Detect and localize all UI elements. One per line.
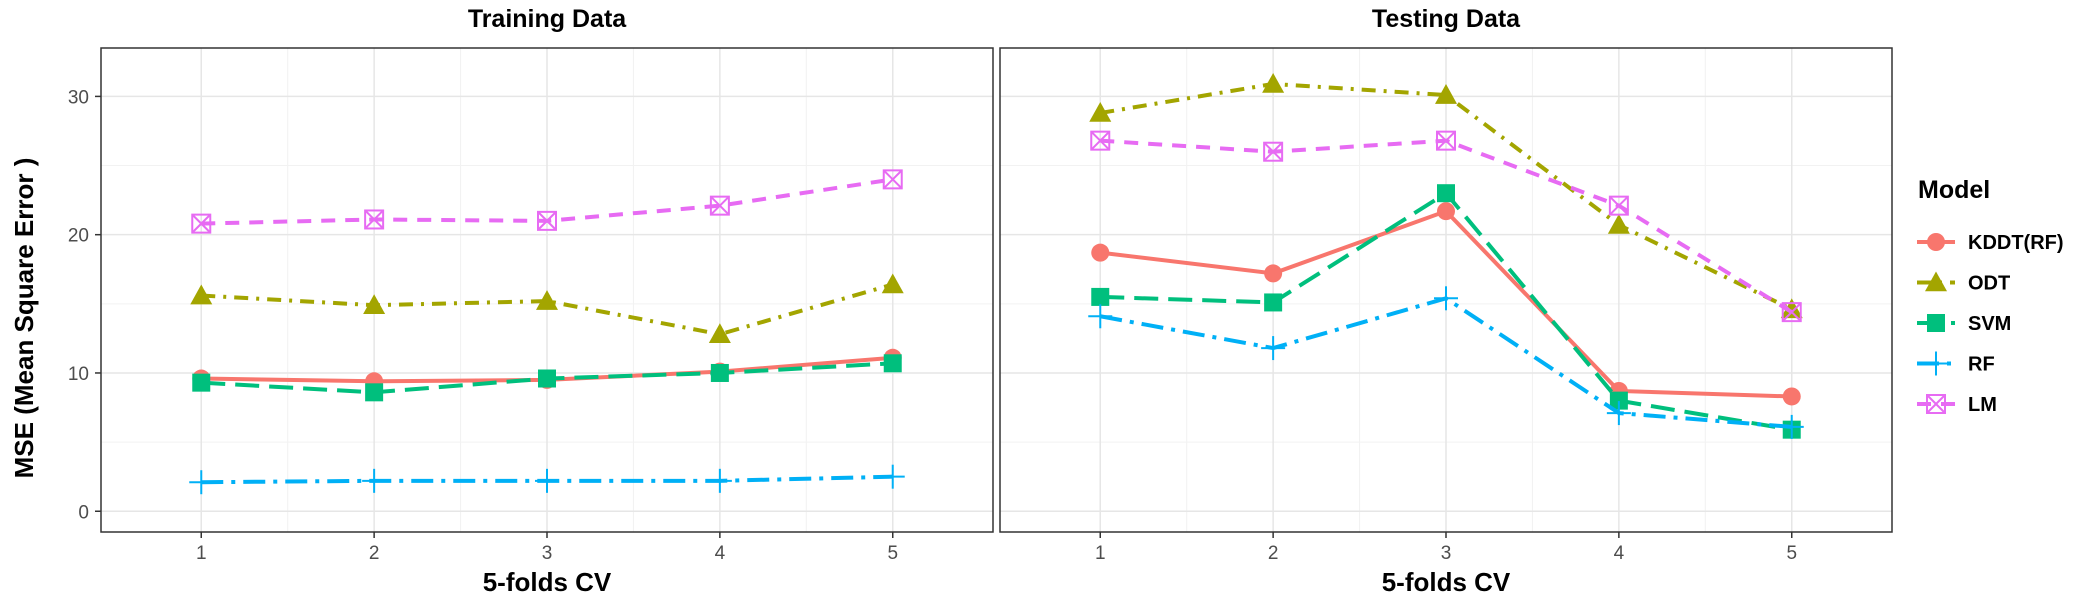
data-point: [1436, 130, 1456, 151]
data-point: [1091, 243, 1110, 262]
data-point: [1264, 293, 1283, 312]
data-point: [882, 169, 903, 190]
series-odt: [1089, 72, 1803, 319]
y-tick-label: 20: [68, 226, 89, 247]
series-odt: [190, 273, 904, 344]
data-point: [192, 373, 211, 392]
legend-title: Model: [1918, 176, 1990, 204]
x-tick-label: 3: [1441, 543, 1452, 564]
x-axis-title: 5-folds CV: [483, 567, 612, 597]
legend-label: LM: [1968, 394, 1997, 416]
x-tick-label: 1: [1095, 543, 1106, 564]
x-axis: 1 2 3 4 5: [196, 532, 898, 564]
legend-key-marker: [1925, 271, 1947, 292]
data-point: [1437, 184, 1455, 203]
data-point: [1261, 336, 1286, 361]
legend-item-kddt-rf: KDDT(RF): [1917, 232, 2064, 254]
y-tick-label: 30: [68, 87, 89, 108]
data-point: [535, 468, 559, 493]
x-tick-label: 5: [887, 543, 898, 564]
x-tick-label: 1: [196, 543, 207, 564]
series-line: [1099, 81, 1793, 312]
data-point: [1606, 401, 1631, 426]
data-point: [1609, 391, 1628, 410]
data-point: [881, 273, 904, 294]
series-rf: [1088, 286, 1804, 439]
data-point: [1091, 287, 1110, 306]
x-tick-label: 4: [715, 543, 726, 564]
x-axis: 1 2 3 4 5: [1095, 532, 1797, 564]
data-point: [190, 284, 213, 305]
x-tick-label: 3: [542, 543, 553, 564]
data-point: [708, 323, 731, 344]
series-lm: [1090, 130, 1802, 323]
data-point: [1090, 130, 1111, 151]
data-point: [536, 290, 558, 310]
data-point: [363, 294, 386, 315]
x-tick-label: 5: [1786, 543, 1797, 564]
legend-key-marker: [1927, 233, 1945, 251]
data-point: [1264, 264, 1283, 283]
x-tick-label: 4: [1614, 543, 1625, 564]
data-point: [537, 210, 557, 231]
legend-key-marker: [1924, 351, 1948, 376]
legend-item-svm: SVM: [1917, 313, 2011, 335]
data-point: [1437, 202, 1455, 221]
panel-title: Training Data: [468, 5, 627, 33]
legend-label: RF: [1968, 354, 1995, 376]
data-point: [1263, 141, 1284, 162]
data-point: [880, 464, 905, 489]
data-point: [1607, 214, 1630, 234]
data-point: [1262, 72, 1285, 93]
data-point: [1780, 298, 1803, 319]
data-point: [709, 195, 730, 216]
legend: Model KDDT(RF) ODT SVM RF LM: [1917, 176, 2064, 416]
x-tick-label: 2: [369, 543, 380, 564]
series-rf: [189, 464, 905, 495]
legend-label: ODT: [1968, 273, 2010, 295]
legend-key-marker: [1926, 394, 1946, 414]
data-point: [710, 363, 729, 382]
panel-title: Testing Data: [1372, 5, 1521, 33]
legend-item-lm: LM: [1917, 394, 1997, 416]
panel-training-data: Training Data 1 2 3 4 5 5-folds CV 0 10 20 30: [68, 5, 994, 597]
series-kddt-rf: [1091, 202, 1801, 406]
x-axis-title: 5-folds CV: [1382, 567, 1511, 597]
data-point: [1781, 302, 1802, 323]
data-point: [883, 354, 902, 373]
data-point: [1435, 84, 1457, 104]
y-tick-label: 0: [78, 502, 89, 523]
data-point: [191, 213, 212, 234]
data-point: [538, 369, 556, 388]
legend-label: KDDT(RF): [1968, 232, 2064, 254]
y-axis: 0 10 20 30: [68, 87, 101, 523]
data-point: [707, 468, 732, 493]
data-point: [1089, 101, 1112, 122]
series-svm: [1091, 184, 1801, 439]
data-point: [362, 468, 387, 493]
series-svm: [192, 354, 902, 402]
legend-label: SVM: [1968, 313, 2011, 335]
data-point: [1088, 304, 1113, 329]
data-point: [189, 470, 214, 495]
data-point: [1782, 387, 1801, 406]
data-point: [1608, 195, 1629, 216]
legend-item-odt: ODT: [1917, 271, 2010, 295]
data-point: [1779, 414, 1804, 439]
panel-testing-data: Testing Data 1 2 3 4 5 5-folds CV: [999, 5, 1893, 597]
x-tick-label: 2: [1268, 543, 1279, 564]
data-point: [365, 383, 384, 402]
y-tick-label: 10: [68, 364, 89, 385]
data-point: [364, 209, 385, 230]
y-axis-title: MSE (Mean Square Error ): [9, 158, 39, 479]
data-point: [1434, 286, 1458, 311]
legend-item-rf: RF: [1917, 351, 1995, 376]
series-lm: [191, 169, 903, 234]
legend-key-marker: [1927, 314, 1945, 332]
